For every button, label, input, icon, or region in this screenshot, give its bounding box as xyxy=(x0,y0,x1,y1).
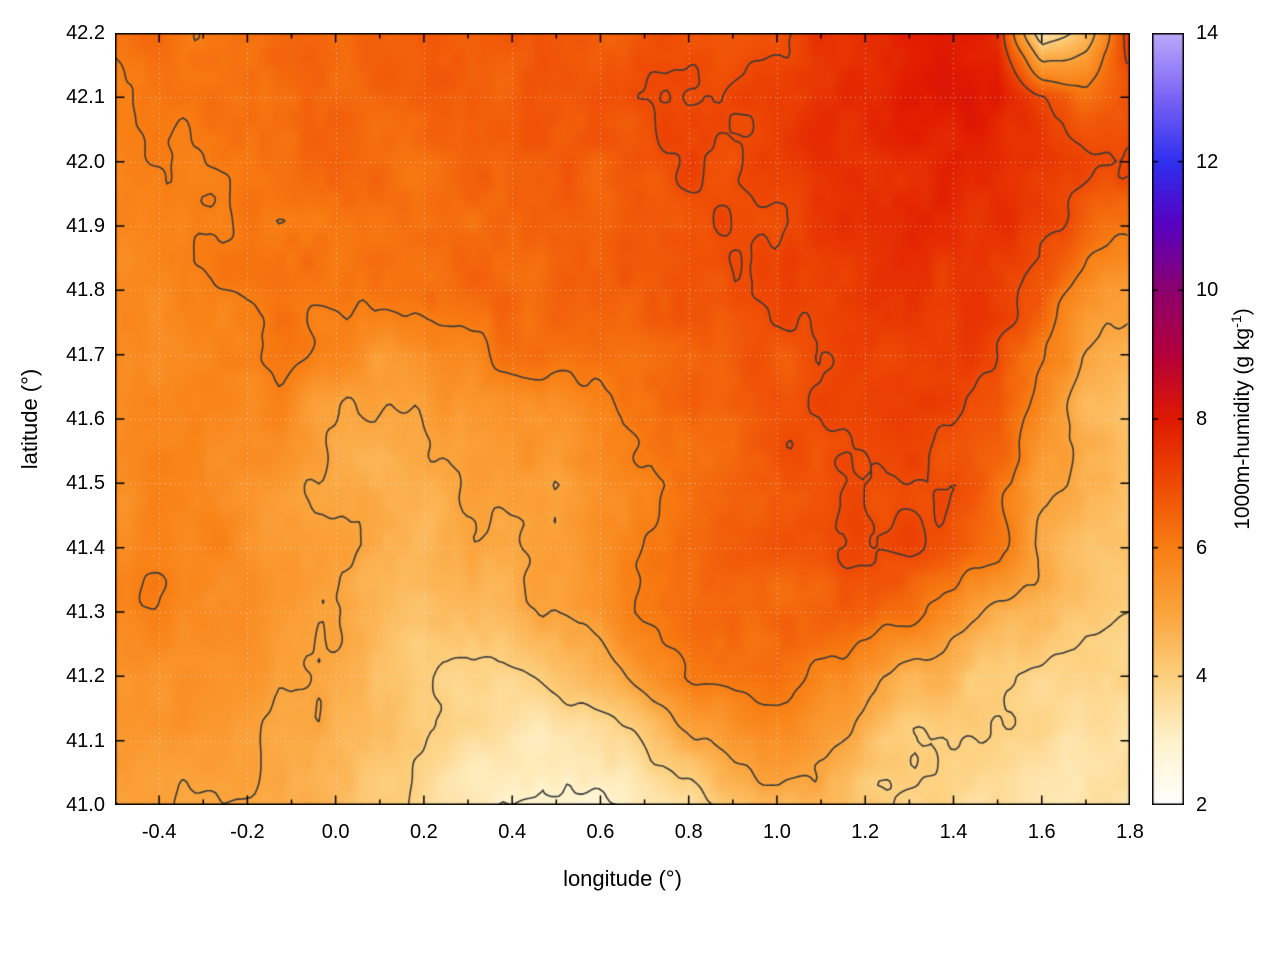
x-tick-label: -0.4 xyxy=(141,821,177,843)
y-tick-label: 41.5 xyxy=(66,472,105,495)
y-tick-label: 41.9 xyxy=(66,215,105,237)
colorbar-tick-label: 6 xyxy=(1196,536,1208,559)
y-tick-label: 42.0 xyxy=(66,150,105,173)
y-tick-label: 41.0 xyxy=(66,794,105,816)
x-tick-label: 1.0 xyxy=(763,821,791,843)
y-axis-label: latitude (°) xyxy=(17,368,42,470)
heatmap-canvas xyxy=(115,33,1130,805)
x-tick-label: 0.4 xyxy=(498,821,527,843)
y-tick-label: 42.1 xyxy=(66,86,105,109)
x-tick-label: 0.0 xyxy=(321,821,350,843)
colorbar-canvas xyxy=(1152,33,1184,805)
x-axis-label: longitude (°) xyxy=(563,866,682,891)
colorbar-tick-label: 4 xyxy=(1196,665,1208,688)
y-tick-label: 41.7 xyxy=(66,343,105,366)
y-tick-label: 41.8 xyxy=(66,279,105,302)
x-tick-label: 0.2 xyxy=(410,821,438,843)
x-tick-label: 1.8 xyxy=(1116,821,1144,843)
colorbar-label-superscript: -1 xyxy=(1229,315,1246,328)
x-tick-label: 1.2 xyxy=(851,821,880,843)
colorbar-tick-label: 14 xyxy=(1196,22,1219,44)
x-tick-label: 1.4 xyxy=(939,821,968,843)
x-tick-label: -0.2 xyxy=(230,821,265,843)
y-tick-label: 41.2 xyxy=(66,665,105,688)
colorbar-tick-label: 10 xyxy=(1196,279,1219,302)
y-tick-label: 41.6 xyxy=(66,408,105,430)
colorbar-label: 1000m-humidity (g kg-1) xyxy=(1229,308,1255,530)
x-tick-label: 0.8 xyxy=(674,821,703,843)
x-tick-label: 0.6 xyxy=(586,821,615,843)
y-tick-label: 41.4 xyxy=(66,536,105,559)
colorbar-tick-label: 12 xyxy=(1196,150,1219,173)
y-tick-label: 41.1 xyxy=(66,729,105,752)
y-tick-label: 42.2 xyxy=(66,22,105,44)
colorbar-tick-label: 8 xyxy=(1196,408,1208,430)
colorbar-label-text: 1000m-humidity (g kg xyxy=(1231,327,1254,530)
y-tick-label: 41.3 xyxy=(66,601,105,623)
x-tick-label: 1.6 xyxy=(1027,821,1056,843)
colorbar-tick-label: 2 xyxy=(1196,794,1208,816)
